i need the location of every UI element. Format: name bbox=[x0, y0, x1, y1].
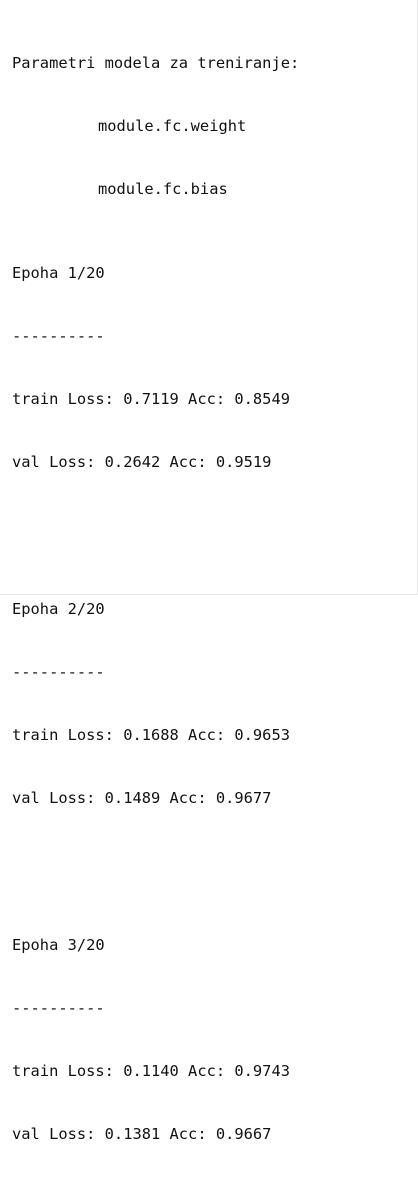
separator-line: ---------- bbox=[12, 663, 105, 681]
epoch-label: Epoha 2/20 bbox=[12, 600, 105, 618]
train-metrics: train Loss: 0.7119 Acc: 0.8549 bbox=[12, 390, 290, 408]
param-item: module.fc.bias bbox=[98, 180, 228, 198]
epoch-label: Epoha 1/20 bbox=[12, 264, 105, 282]
train-metrics: train Loss: 0.1140 Acc: 0.9743 bbox=[12, 1062, 290, 1080]
console-output: Parametri modela za treniranje: module.f… bbox=[12, 11, 413, 1190]
params-heading: Parametri modela za treniranje: bbox=[12, 54, 300, 72]
blank-line bbox=[12, 515, 413, 536]
param-item: module.fc.weight bbox=[98, 117, 247, 135]
val-metrics: val Loss: 0.2642 Acc: 0.9519 bbox=[12, 453, 272, 471]
epoch-label: Epoha 3/20 bbox=[12, 936, 105, 954]
blank-line bbox=[12, 1187, 413, 1190]
output-frame: Parametri modela za treniranje: module.f… bbox=[0, 0, 418, 1143]
separator-line: ---------- bbox=[12, 327, 105, 345]
val-metrics: val Loss: 0.1381 Acc: 0.9667 bbox=[12, 1125, 272, 1143]
train-metrics: train Loss: 0.1688 Acc: 0.9653 bbox=[12, 726, 290, 744]
val-metrics: val Loss: 0.1489 Acc: 0.9677 bbox=[12, 789, 272, 807]
separator-line: ---------- bbox=[12, 999, 105, 1017]
blank-line bbox=[12, 851, 413, 872]
